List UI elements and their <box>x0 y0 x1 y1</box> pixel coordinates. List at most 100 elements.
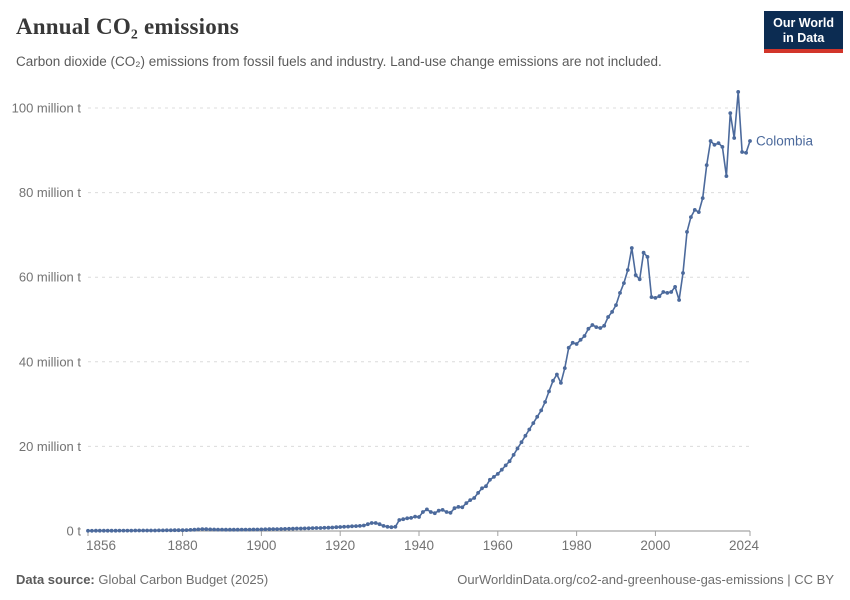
data-point[interactable] <box>657 294 662 299</box>
data-point[interactable] <box>547 389 551 394</box>
data-point[interactable] <box>602 323 607 328</box>
data-point[interactable] <box>105 528 110 533</box>
data-point[interactable] <box>692 208 697 212</box>
data-point[interactable] <box>562 366 567 370</box>
data-point[interactable] <box>350 524 354 529</box>
data-point[interactable] <box>641 250 646 255</box>
data-point[interactable] <box>535 414 540 419</box>
data-point[interactable] <box>468 498 473 502</box>
data-point[interactable] <box>716 141 721 146</box>
data-point[interactable] <box>539 408 544 413</box>
data-point[interactable] <box>310 526 315 530</box>
data-point[interactable] <box>306 526 311 531</box>
data-point[interactable] <box>566 345 571 350</box>
data-point[interactable] <box>527 427 532 432</box>
data-point[interactable] <box>137 528 142 533</box>
data-point[interactable] <box>622 281 626 285</box>
data-point[interactable] <box>551 378 555 383</box>
data-point[interactable] <box>228 527 232 532</box>
data-point[interactable] <box>267 527 272 532</box>
data-point[interactable] <box>338 525 343 529</box>
data-point[interactable] <box>239 527 244 532</box>
data-point[interactable] <box>346 524 350 529</box>
data-point[interactable] <box>503 463 508 468</box>
data-point[interactable] <box>444 510 449 514</box>
data-point[interactable] <box>610 310 614 314</box>
data-point[interactable] <box>86 528 90 533</box>
data-point[interactable] <box>677 298 681 302</box>
data-point[interactable] <box>255 527 260 532</box>
data-point[interactable] <box>358 524 362 528</box>
data-point[interactable] <box>417 515 421 519</box>
data-point[interactable] <box>180 528 185 533</box>
data-point[interactable] <box>287 526 291 531</box>
data-point[interactable] <box>700 196 705 201</box>
data-point[interactable] <box>543 400 547 404</box>
data-point[interactable] <box>413 514 417 519</box>
data-point[interactable] <box>247 527 252 532</box>
data-point[interactable] <box>488 477 492 482</box>
data-point[interactable] <box>673 285 677 289</box>
data-point[interactable] <box>141 528 146 533</box>
data-point[interactable] <box>574 342 579 346</box>
data-point[interactable] <box>681 271 685 275</box>
data-point[interactable] <box>748 139 752 143</box>
data-point[interactable] <box>425 507 429 512</box>
data-point[interactable] <box>460 505 465 510</box>
data-point[interactable] <box>157 528 161 533</box>
data-point[interactable] <box>618 291 622 295</box>
data-point[interactable] <box>452 506 457 511</box>
data-point[interactable] <box>204 527 209 532</box>
data-point[interactable] <box>440 508 445 512</box>
data-point[interactable] <box>161 528 165 533</box>
data-point[interactable] <box>708 139 713 143</box>
data-point[interactable] <box>291 526 295 531</box>
data-point[interactable] <box>669 290 674 294</box>
emissions-line[interactable] <box>87 91 751 532</box>
data-point[interactable] <box>397 518 402 522</box>
data-point[interactable] <box>259 527 264 532</box>
data-point[interactable] <box>369 521 374 525</box>
data-point[interactable] <box>377 522 382 527</box>
data-point[interactable] <box>164 528 169 533</box>
data-point[interactable] <box>736 90 741 94</box>
data-point[interactable] <box>101 528 106 533</box>
data-point[interactable] <box>555 372 559 377</box>
data-point[interactable] <box>298 526 303 531</box>
data-point[interactable] <box>519 440 524 445</box>
data-point[interactable] <box>598 326 603 330</box>
data-point[interactable] <box>685 230 689 234</box>
owid-logo[interactable]: Our World in Data <box>764 11 843 53</box>
data-point[interactable] <box>231 527 236 532</box>
data-point[interactable] <box>594 325 599 329</box>
data-point[interactable] <box>495 472 500 476</box>
data-point[interactable] <box>224 527 228 532</box>
data-point[interactable] <box>625 268 630 272</box>
data-point[interactable] <box>385 524 390 529</box>
data-point[interactable] <box>168 528 173 533</box>
data-point[interactable] <box>113 528 118 533</box>
data-point[interactable] <box>235 527 240 532</box>
data-point[interactable] <box>381 524 386 528</box>
data-point[interactable] <box>208 527 213 532</box>
data-point[interactable] <box>728 111 733 115</box>
data-point[interactable] <box>661 290 666 294</box>
data-point[interactable] <box>243 527 248 532</box>
data-point[interactable] <box>606 315 610 319</box>
data-point[interactable] <box>476 491 480 495</box>
data-point[interactable] <box>251 527 256 532</box>
data-point[interactable] <box>712 142 717 147</box>
data-point[interactable] <box>436 508 441 513</box>
data-point[interactable] <box>511 453 516 457</box>
data-point[interactable] <box>188 528 193 532</box>
data-point[interactable] <box>389 525 394 530</box>
data-point[interactable] <box>393 524 398 529</box>
data-point[interactable] <box>97 528 102 533</box>
data-point[interactable] <box>582 334 587 338</box>
data-point[interactable] <box>326 525 331 530</box>
data-point[interactable] <box>696 210 701 215</box>
data-point[interactable] <box>472 496 477 500</box>
data-point[interactable] <box>94 528 98 533</box>
data-point[interactable] <box>318 526 323 530</box>
data-point[interactable] <box>129 528 134 533</box>
